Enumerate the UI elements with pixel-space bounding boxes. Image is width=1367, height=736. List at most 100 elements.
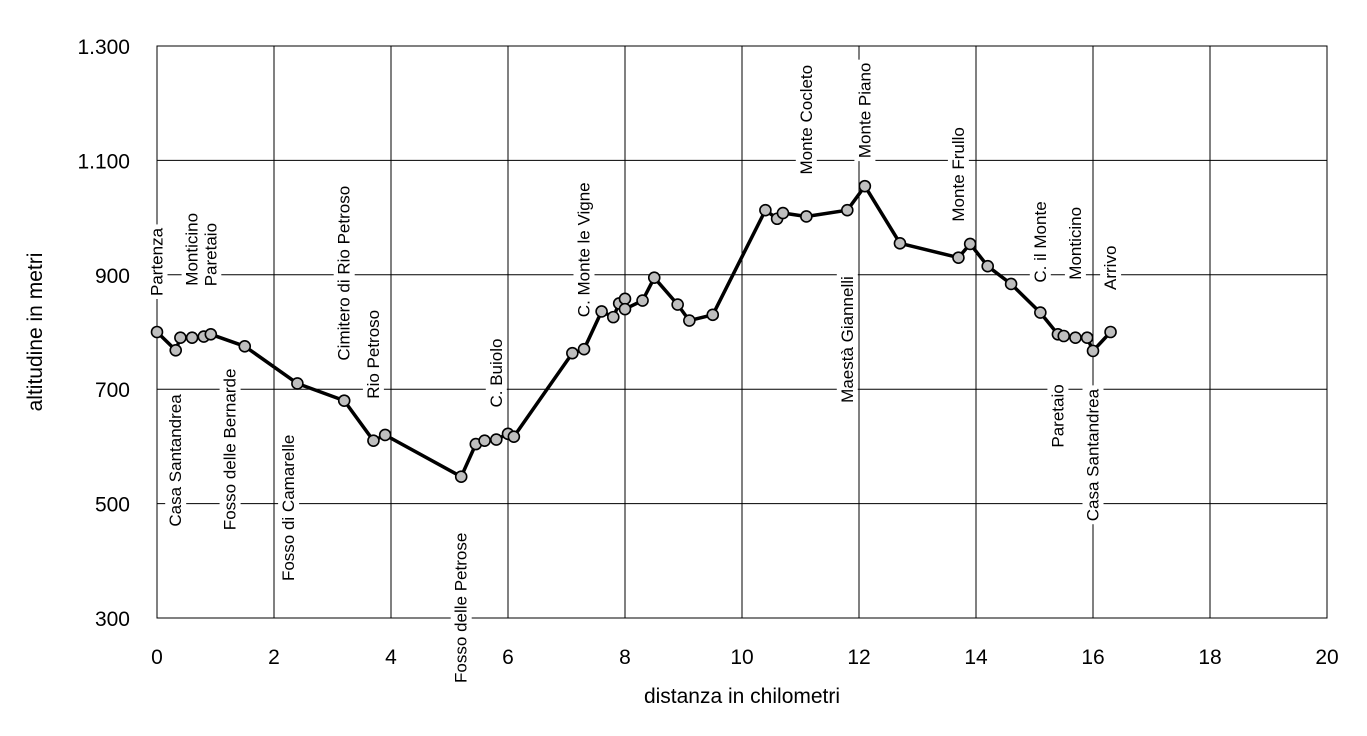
waypoint-label-background (146, 224, 168, 299)
waypoint-label-group: Maestà Giannelli (836, 273, 858, 406)
waypoint-label-group: Casa Santandrea (165, 390, 187, 530)
waypoint-label: Arrivo (1101, 246, 1120, 290)
waypoint-label: Rio Petroso (364, 310, 383, 399)
waypoint-label-group: C. Buiolo (485, 335, 507, 411)
data-point (893, 237, 907, 250)
data-point (1069, 331, 1082, 345)
x-tick-label: 4 (385, 646, 397, 669)
waypoint-label: Paretaio (201, 223, 220, 286)
waypoint-label: Fosso di Camarelle (279, 435, 298, 581)
waypoint-label-background (333, 182, 355, 364)
waypoint-label: Monticino (1066, 207, 1085, 280)
data-point (577, 342, 591, 356)
data-point (150, 325, 164, 339)
waypoint-label: Monte Frullo (949, 127, 968, 221)
data-point (478, 434, 491, 447)
waypoint-label-background (200, 219, 222, 290)
data-point (337, 394, 351, 407)
waypoint-label-group: Monte Piano (854, 59, 876, 162)
data-point (566, 346, 579, 360)
data-point (1057, 329, 1071, 343)
waypoint-label: Fosso delle Bernarde (221, 369, 240, 531)
data-point (204, 327, 218, 341)
data-point (858, 179, 872, 193)
data-point (169, 344, 183, 357)
waypoint-label-background (1047, 381, 1069, 451)
waypoint-label-background (573, 179, 595, 321)
x-axis-ticks: 0 2 4 6 8 10 12 14 16 18 20 (151, 646, 1339, 669)
x-tick-label: 8 (619, 646, 631, 669)
waypoint-label-background (1100, 242, 1122, 293)
x-tick-label: 6 (502, 646, 514, 669)
waypoint-label-background (947, 124, 969, 225)
data-point (1080, 331, 1094, 345)
data-point (378, 428, 392, 442)
data-point (367, 434, 380, 447)
waypoint-label: Maestà Giannelli (838, 276, 857, 403)
y-tick-label: 300 (95, 608, 130, 631)
waypoint-label-background (1064, 203, 1086, 283)
data-point (840, 203, 854, 217)
elevation-line (155, 184, 1112, 479)
elevation-series (155, 184, 1112, 479)
waypoint-label: Paretaio (1048, 384, 1067, 447)
y-tick-label: 500 (95, 494, 130, 517)
data-point (776, 206, 790, 220)
data-point (963, 237, 977, 251)
data-point (291, 377, 304, 390)
data-point (647, 271, 661, 284)
y-tick-label: 900 (95, 265, 130, 288)
y-tick-label: 700 (95, 379, 130, 402)
x-axis-title: distanza in chilometri (644, 685, 840, 708)
waypoint-label-group: Fosso di Camarelle (278, 431, 300, 585)
waypoint-label: Casa Santandrea (166, 394, 185, 527)
data-point (683, 314, 696, 327)
data-point (800, 210, 813, 223)
waypoint-label-group: Monte Frullo (947, 124, 969, 225)
x-tick-label: 2 (268, 646, 280, 669)
data-point (618, 302, 632, 316)
x-tick-label: 12 (847, 646, 870, 669)
waypoint-label-background (165, 390, 187, 530)
waypoint-label-group: Monticino (181, 209, 203, 289)
x-tick-label: 0 (151, 646, 163, 669)
waypoint-label-background (278, 431, 300, 585)
waypoint-label-background (362, 306, 384, 402)
waypoint-label: C. Monte le Vigne (575, 182, 594, 317)
data-point (618, 292, 632, 306)
waypoint-label-background (450, 529, 472, 686)
data-point (1104, 325, 1117, 339)
x-tick-label: 10 (730, 646, 753, 669)
y-axis-ticks: 300 500 700 900 1.100 1.300 (77, 36, 130, 631)
x-tick-label: 20 (1315, 646, 1338, 669)
data-point (1034, 306, 1047, 319)
waypoint-label-group: Monticino (1064, 203, 1086, 283)
waypoint-label-group: Paretaio (200, 219, 222, 290)
waypoint-label: Partenza (148, 227, 167, 296)
waypoint-label-group: Rio Petroso (362, 306, 384, 402)
data-point (507, 430, 521, 443)
waypoint-label: C. il Monte (1031, 201, 1050, 282)
grid-lines (156, 45, 1328, 619)
data-point (606, 310, 620, 324)
y-tick-label: 1.300 (77, 36, 130, 59)
data-point (952, 251, 965, 264)
waypoint-label-background (854, 59, 876, 162)
waypoint-label-group: Cimitero di Rio Petroso (333, 182, 355, 364)
waypoint-label-group: Paretaio (1047, 381, 1069, 451)
elevation-markers (150, 179, 1117, 484)
data-point (1004, 277, 1018, 291)
waypoint-label-background (1082, 385, 1104, 525)
data-point (706, 308, 720, 322)
x-tick-label: 18 (1198, 646, 1221, 669)
y-tick-label: 1.100 (77, 150, 130, 173)
waypoint-label: Monticino (183, 213, 202, 286)
waypoint-label-background (1029, 198, 1051, 286)
x-tick-label: 14 (964, 646, 988, 669)
waypoint-label: Monte Piano (855, 63, 874, 158)
waypoint-label-group: Fosso delle Petrose (450, 529, 472, 686)
data-point (636, 294, 649, 307)
waypoint-label-background (219, 365, 241, 534)
data-point (454, 470, 468, 484)
